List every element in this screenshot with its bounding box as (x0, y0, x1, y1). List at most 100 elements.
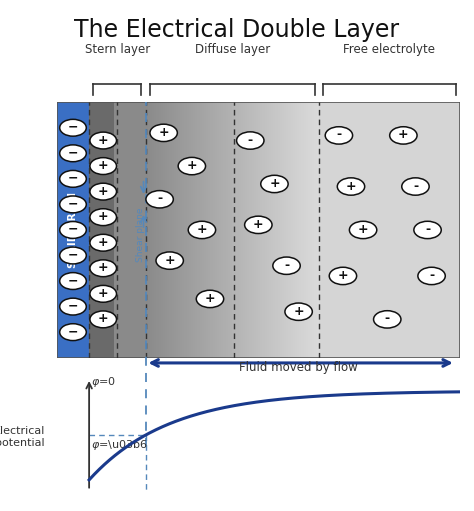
Circle shape (374, 311, 401, 328)
Bar (173, 102, 177, 358)
Circle shape (156, 252, 183, 269)
Text: +: + (197, 223, 207, 236)
Bar (161, 102, 164, 358)
Text: +: + (98, 312, 109, 326)
Bar (228, 102, 231, 358)
Circle shape (60, 145, 86, 161)
Circle shape (329, 267, 356, 285)
Circle shape (414, 221, 441, 239)
Bar (206, 102, 210, 358)
Bar (238, 102, 242, 358)
Text: +: + (269, 177, 280, 190)
Bar (263, 102, 266, 358)
Bar (115, 102, 146, 358)
Text: +: + (398, 128, 409, 142)
Bar (273, 102, 277, 358)
Text: +: + (98, 184, 109, 198)
Circle shape (150, 124, 177, 142)
Text: +: + (98, 159, 109, 172)
Bar (189, 102, 192, 358)
Bar (312, 102, 316, 358)
Bar (271, 102, 274, 358)
Bar (89, 102, 115, 358)
Circle shape (60, 119, 86, 136)
Circle shape (196, 290, 224, 308)
Circle shape (60, 324, 86, 340)
Circle shape (337, 178, 365, 195)
Circle shape (349, 221, 377, 239)
Bar (219, 102, 222, 358)
Bar (152, 102, 155, 358)
Text: +: + (158, 126, 169, 139)
Circle shape (60, 272, 86, 289)
Bar (299, 102, 302, 358)
Circle shape (90, 311, 117, 328)
Text: −: − (68, 299, 78, 313)
Circle shape (418, 267, 445, 285)
Bar (184, 102, 188, 358)
Text: Free electrolyte: Free electrolyte (343, 43, 435, 56)
Circle shape (90, 234, 117, 251)
Text: -: - (284, 259, 289, 272)
Bar (317, 102, 320, 358)
Text: Shear plane: Shear plane (136, 208, 145, 262)
Bar (200, 102, 203, 358)
Bar (319, 102, 460, 358)
Circle shape (325, 127, 353, 144)
Bar (295, 102, 298, 358)
Bar (167, 102, 171, 358)
Text: Stern layer: Stern layer (85, 43, 150, 56)
Text: -: - (425, 223, 430, 236)
Text: $\varphi$=\u03b6: $\varphi$=\u03b6 (91, 438, 148, 452)
Bar (202, 102, 205, 358)
Circle shape (90, 157, 117, 174)
Bar (150, 102, 153, 358)
Bar (146, 102, 149, 358)
Text: +: + (164, 253, 175, 267)
Text: Diffuse layer: Diffuse layer (194, 43, 270, 56)
Bar (252, 102, 255, 358)
Bar (247, 102, 251, 358)
Bar (226, 102, 229, 358)
Circle shape (90, 183, 117, 200)
Text: Electrical
potential: Electrical potential (0, 426, 45, 448)
Text: −: − (68, 121, 78, 134)
Circle shape (146, 191, 173, 208)
Text: +: + (205, 292, 215, 305)
Bar (291, 102, 294, 358)
Bar (204, 102, 207, 358)
Circle shape (90, 208, 117, 226)
Circle shape (245, 216, 272, 234)
Bar (198, 102, 201, 358)
Text: −: − (68, 325, 78, 338)
Bar (193, 102, 197, 358)
Circle shape (261, 175, 288, 193)
Bar (237, 102, 240, 358)
Bar (57, 102, 89, 358)
Bar (191, 102, 194, 358)
Bar (195, 102, 199, 358)
Bar (230, 102, 233, 358)
Circle shape (90, 132, 117, 149)
Text: SOLID GRAIN: SOLID GRAIN (68, 192, 78, 268)
Text: +: + (187, 159, 197, 172)
Bar (314, 102, 318, 358)
Circle shape (237, 132, 264, 149)
Bar (213, 102, 216, 358)
Bar (258, 102, 262, 358)
Bar (256, 102, 259, 358)
Bar (301, 102, 305, 358)
Bar (234, 102, 237, 358)
Text: +: + (358, 223, 368, 236)
Bar (154, 102, 157, 358)
Circle shape (390, 127, 417, 144)
Circle shape (60, 221, 86, 238)
Text: -: - (429, 269, 434, 282)
Text: +: + (337, 269, 348, 282)
Bar (223, 102, 227, 358)
Bar (282, 102, 285, 358)
Circle shape (60, 170, 86, 188)
Bar (289, 102, 292, 358)
Text: +: + (98, 287, 109, 300)
Text: −: − (68, 197, 78, 211)
